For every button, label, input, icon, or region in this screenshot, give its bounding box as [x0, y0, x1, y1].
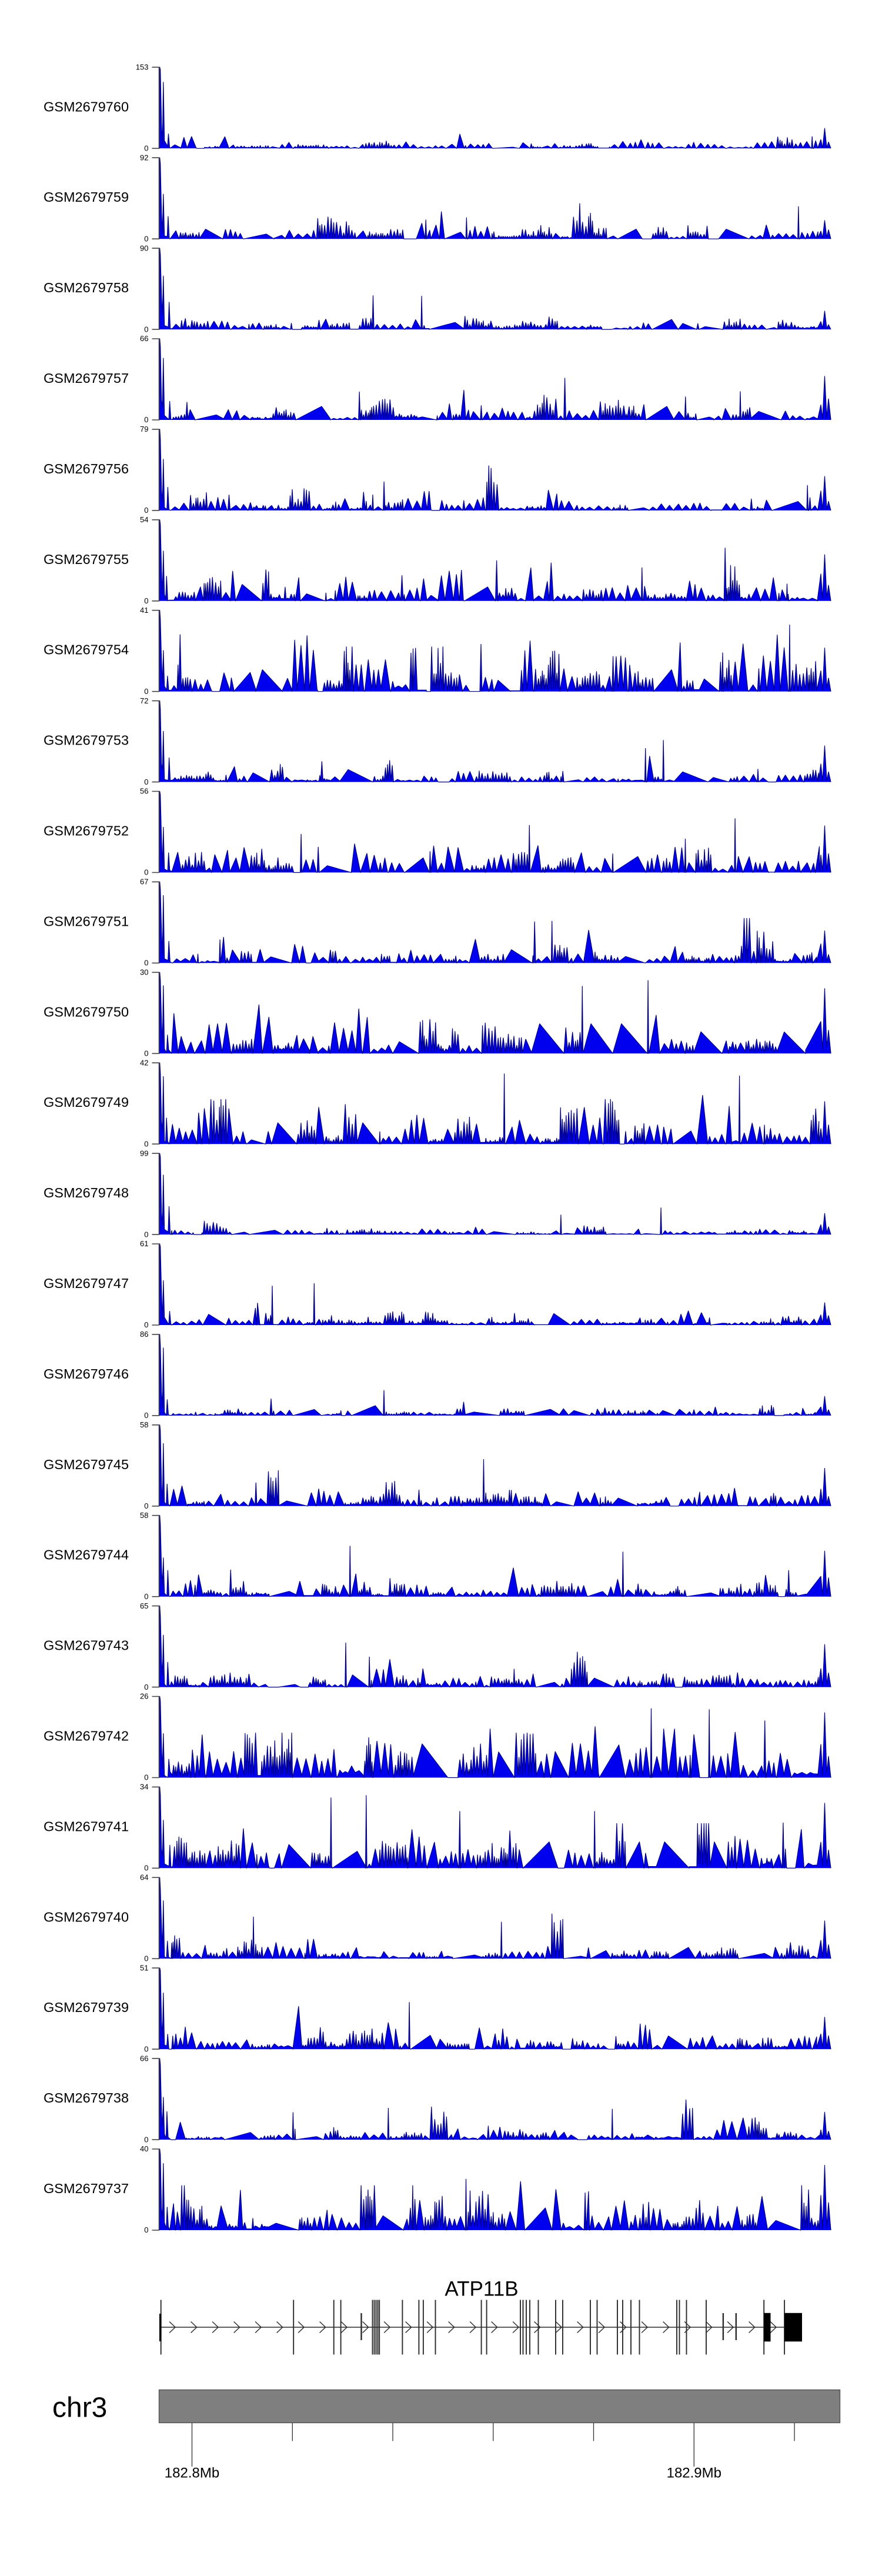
svg-text:182.9Mb: 182.9Mb: [667, 2465, 721, 2481]
svg-text:56: 56: [140, 787, 148, 796]
svg-text:0: 0: [144, 415, 148, 424]
svg-text:42: 42: [140, 1058, 148, 1067]
svg-text:67: 67: [140, 877, 148, 886]
svg-text:0: 0: [144, 868, 148, 877]
svg-text:26: 26: [140, 1692, 148, 1701]
svg-text:66: 66: [140, 2054, 148, 2063]
svg-text:92: 92: [140, 153, 148, 162]
svg-text:GSM2679756: GSM2679756: [44, 461, 129, 476]
svg-text:chr3: chr3: [52, 2393, 107, 2424]
svg-text:GSM2679758: GSM2679758: [44, 280, 129, 295]
svg-text:ATP11B: ATP11B: [445, 2277, 518, 2300]
svg-text:GSM2679750: GSM2679750: [44, 1004, 129, 1019]
svg-text:GSM2679738: GSM2679738: [44, 2090, 129, 2105]
svg-text:GSM2679748: GSM2679748: [44, 1185, 129, 1200]
svg-text:GSM2679744: GSM2679744: [44, 1547, 129, 1563]
svg-text:61: 61: [140, 1239, 148, 1248]
svg-text:99: 99: [140, 1149, 148, 1157]
svg-text:0: 0: [144, 144, 148, 153]
svg-text:30: 30: [140, 968, 148, 977]
svg-text:86: 86: [140, 1330, 148, 1339]
svg-text:153: 153: [136, 63, 149, 72]
svg-text:GSM2679747: GSM2679747: [44, 1276, 129, 1291]
svg-text:64: 64: [140, 1873, 148, 1882]
svg-text:GSM2679737: GSM2679737: [44, 2181, 129, 2196]
svg-text:0: 0: [144, 2044, 148, 2053]
svg-text:0: 0: [144, 596, 148, 605]
svg-text:0: 0: [144, 1230, 148, 1239]
svg-text:GSM2679757: GSM2679757: [44, 371, 129, 386]
svg-text:182.8Mb: 182.8Mb: [165, 2465, 219, 2481]
svg-text:0: 0: [144, 687, 148, 696]
svg-text:58: 58: [140, 1420, 148, 1429]
svg-text:0: 0: [144, 1320, 148, 1329]
svg-text:GSM2679743: GSM2679743: [44, 1638, 129, 1653]
svg-text:GSM2679751: GSM2679751: [44, 913, 129, 929]
svg-text:0: 0: [144, 959, 148, 967]
svg-text:GSM2679760: GSM2679760: [44, 99, 129, 114]
svg-text:GSM2679754: GSM2679754: [44, 642, 129, 658]
svg-text:0: 0: [144, 1773, 148, 1782]
svg-text:34: 34: [140, 1783, 148, 1791]
svg-text:0: 0: [144, 506, 148, 515]
svg-text:79: 79: [140, 425, 148, 433]
svg-text:0: 0: [144, 1139, 148, 1148]
svg-text:40: 40: [140, 2144, 148, 2153]
svg-text:66: 66: [140, 334, 148, 343]
svg-text:GSM2679746: GSM2679746: [44, 1366, 129, 1382]
svg-text:0: 0: [144, 2225, 148, 2234]
svg-text:54: 54: [140, 515, 148, 524]
svg-text:GSM2679759: GSM2679759: [44, 189, 129, 205]
svg-text:0: 0: [144, 1049, 148, 1058]
svg-text:0: 0: [144, 325, 148, 333]
svg-text:0: 0: [144, 1864, 148, 1873]
svg-text:90: 90: [140, 243, 148, 252]
svg-text:GSM2679753: GSM2679753: [44, 733, 129, 748]
svg-text:0: 0: [144, 1683, 148, 1691]
svg-text:GSM2679745: GSM2679745: [44, 1457, 129, 1472]
svg-text:GSM2679741: GSM2679741: [44, 1818, 129, 1834]
svg-text:0: 0: [144, 2135, 148, 2144]
svg-text:0: 0: [144, 234, 148, 243]
svg-text:0: 0: [144, 1954, 148, 1963]
svg-text:0: 0: [144, 1501, 148, 1510]
svg-text:GSM2679740: GSM2679740: [44, 1909, 129, 1924]
svg-text:GSM2679755: GSM2679755: [44, 552, 129, 567]
svg-text:41: 41: [140, 606, 148, 615]
svg-text:0: 0: [144, 778, 148, 786]
svg-text:51: 51: [140, 1963, 148, 1972]
svg-text:0: 0: [144, 1411, 148, 1420]
svg-text:0: 0: [144, 1592, 148, 1601]
svg-text:GSM2679752: GSM2679752: [44, 823, 129, 839]
svg-text:65: 65: [140, 1601, 148, 1610]
svg-text:72: 72: [140, 696, 148, 705]
svg-text:58: 58: [140, 1511, 148, 1520]
svg-text:GSM2679742: GSM2679742: [44, 1729, 129, 1744]
svg-text:GSM2679739: GSM2679739: [44, 2000, 129, 2015]
svg-text:GSM2679749: GSM2679749: [44, 1095, 129, 1110]
